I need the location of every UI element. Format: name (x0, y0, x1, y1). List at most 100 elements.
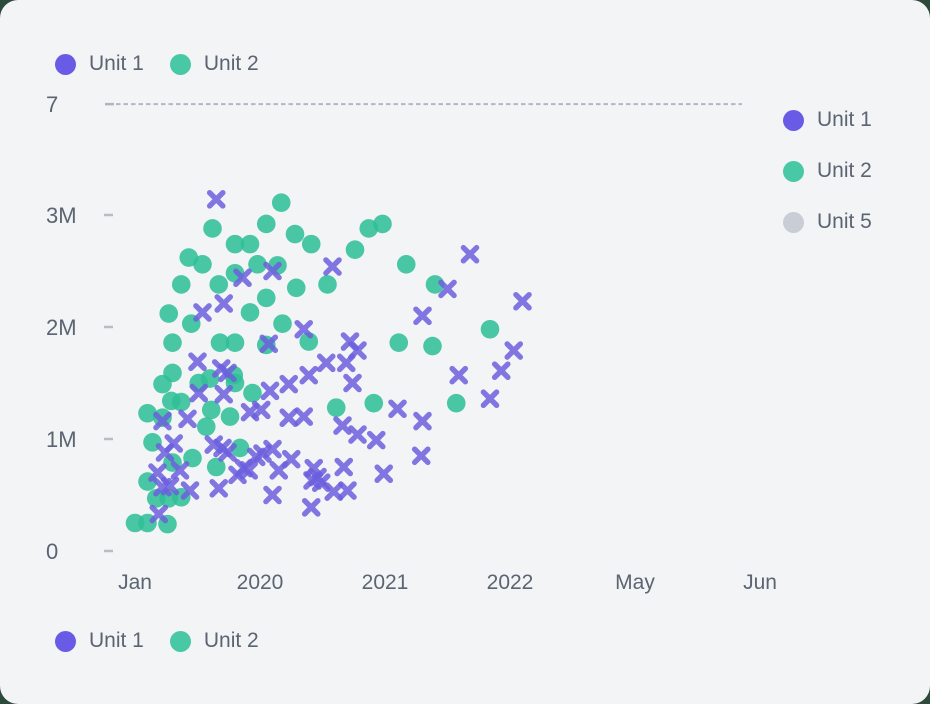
unit-1-marker (189, 383, 209, 403)
unit-2-marker (201, 400, 221, 420)
unit-1-marker (178, 409, 197, 429)
legend-item-unit-2[interactable]: Unit 2 (169, 52, 259, 76)
unit-1-marker (374, 464, 394, 484)
unit-2-marker (423, 336, 442, 356)
unit-1-marker (333, 416, 352, 435)
unit-1-marker (449, 365, 469, 385)
legend-top: Unit 1 Unit 2 (55, 52, 259, 76)
legend-item-unit-1[interactable]: Unit 1 (55, 629, 144, 653)
unit-1-marker (336, 353, 356, 373)
unit-1-marker (214, 384, 234, 404)
unit-1-marker (160, 476, 180, 496)
unit-1-marker (366, 430, 386, 450)
legend-dot-icon (783, 211, 804, 233)
unit-2-marker (171, 275, 191, 294)
unit-1-marker (348, 425, 367, 444)
unit-1-marker (260, 381, 280, 401)
unit-2-marker (285, 224, 305, 244)
unit-2-marker (389, 333, 409, 352)
unit-2-marker (396, 254, 416, 274)
unit-2-marker (163, 333, 182, 352)
unit-1-marker (411, 446, 431, 466)
legend-dot-icon (169, 53, 191, 75)
unit-1-marker (170, 461, 190, 480)
unit-1-marker (148, 463, 167, 482)
legend-label: Unit 2 (203, 52, 259, 75)
unit-2-marker (153, 374, 172, 394)
legend-label: Unit 5 (817, 210, 872, 233)
unit-2-marker (326, 398, 346, 417)
unit-2-marker (480, 319, 500, 339)
legend-item-unit-2[interactable]: Unit 2 (783, 159, 872, 183)
unit-2-marker (248, 254, 267, 274)
unit-2-marker (240, 303, 260, 322)
unit-1-marker (388, 399, 407, 419)
unit-2-marker (159, 304, 179, 323)
x-tick-label: 2021 (361, 571, 409, 594)
unit-2-marker (425, 275, 445, 294)
legend-dot-icon (55, 53, 76, 75)
unit-1-marker (233, 268, 252, 288)
legend-item-unit-1[interactable]: Unit 1 (55, 52, 144, 76)
unit-2-marker (196, 417, 216, 436)
unit-1-marker (155, 443, 175, 462)
unit-1-marker (301, 498, 321, 517)
unit-1-marker (180, 481, 200, 500)
unit-1-marker (263, 261, 282, 281)
y-tick-label: 1M (46, 427, 77, 452)
y-tick-label: 2M (46, 315, 77, 340)
unit-1-marker (480, 389, 500, 408)
unit-1-marker (491, 361, 511, 380)
legend-item-unit-5[interactable]: Unit 5 (783, 210, 872, 234)
legend-label: Unit 1 (89, 629, 144, 652)
unit-2-marker (318, 275, 337, 294)
unit-1-marker (294, 407, 314, 426)
unit-1-marker (513, 291, 532, 311)
legend-dot-icon (783, 109, 804, 131)
legend-dot-icon (169, 630, 191, 652)
unit-2-marker (220, 407, 240, 426)
unit-2-marker (364, 393, 384, 413)
unit-1-marker (263, 439, 282, 459)
unit-1-marker (251, 400, 271, 420)
unit-2-marker (299, 332, 319, 351)
legend-label: Unit 2 (203, 629, 259, 652)
legend-right: Unit 1 Unit 2 Unit 5 (783, 108, 872, 234)
x-tick-label: Jan (118, 571, 152, 594)
legend-label: Unit 2 (817, 159, 872, 182)
legend-dot-icon (55, 630, 76, 652)
unit-2-marker (206, 457, 226, 477)
unit-1-marker (334, 457, 354, 477)
unit-2-marker (138, 403, 157, 423)
legend-label: Unit 1 (89, 52, 144, 75)
unit-1-marker (279, 374, 299, 394)
x-tick-label: 2022 (486, 571, 534, 594)
unit-1-marker (193, 303, 212, 322)
unit-1-marker (214, 294, 234, 313)
unit-2-marker (179, 248, 199, 267)
legend-bottom: Unit 1 Unit 2 (55, 629, 259, 653)
legend-item-unit-1[interactable]: Unit 1 (783, 108, 872, 132)
unit-1-marker (343, 373, 362, 393)
unit-1-marker (438, 279, 457, 299)
unit-2-marker (210, 333, 230, 352)
unit-1-marker (263, 485, 282, 505)
unit-2-marker (193, 254, 212, 274)
unit-1-marker (413, 411, 432, 431)
unit-2-marker (230, 438, 250, 458)
unit-1-marker (316, 353, 336, 373)
unit-1-marker (259, 334, 279, 354)
unit-1-marker (323, 257, 342, 276)
unit-2-marker (345, 240, 365, 260)
unit-2-marker (171, 392, 191, 412)
unit-2-marker (256, 214, 276, 234)
legend-item-unit-2[interactable]: Unit 2 (169, 629, 259, 653)
unit-1-marker (269, 461, 289, 480)
unit-1-marker (413, 306, 432, 326)
unit-1-marker (153, 411, 172, 431)
unit-1-marker (299, 365, 319, 385)
unit-2-marker (373, 214, 392, 234)
unit-1-marker (338, 481, 357, 500)
unit-2-marker (256, 288, 276, 308)
